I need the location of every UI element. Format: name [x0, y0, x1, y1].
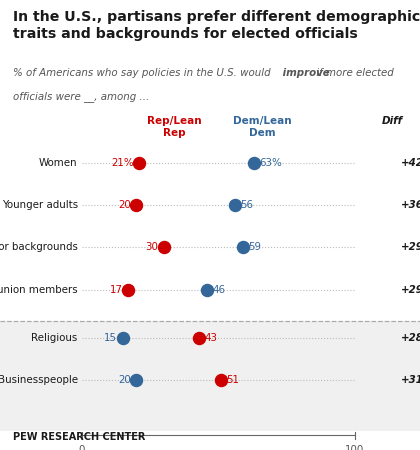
- Text: +29D: +29D: [401, 243, 420, 252]
- Text: 20: 20: [118, 200, 131, 210]
- Text: Businesspeople: Businesspeople: [0, 375, 78, 385]
- Text: officials were __, among ...: officials were __, among ...: [13, 91, 149, 102]
- Text: 17: 17: [110, 285, 123, 295]
- Text: 100: 100: [345, 445, 365, 450]
- Text: 15: 15: [105, 333, 117, 343]
- Point: [133, 377, 140, 384]
- Text: 0: 0: [79, 445, 85, 450]
- Text: 43: 43: [205, 333, 218, 343]
- Text: 21%: 21%: [111, 158, 134, 168]
- Text: In the U.S., partisans prefer different demographic
traits and backgrounds for e: In the U.S., partisans prefer different …: [13, 10, 420, 40]
- Point: [196, 334, 203, 342]
- Point: [136, 159, 143, 166]
- Text: 30: 30: [145, 243, 158, 252]
- Point: [120, 334, 126, 342]
- Text: Rep/Lean
Rep: Rep/Lean Rep: [147, 116, 202, 138]
- Text: 56: 56: [240, 200, 253, 210]
- Text: +36D: +36D: [401, 200, 420, 210]
- Point: [160, 244, 167, 251]
- Point: [204, 286, 211, 293]
- Text: Labor union members: Labor union members: [0, 285, 78, 295]
- Point: [218, 377, 225, 384]
- Point: [239, 244, 246, 251]
- Text: +42D: +42D: [401, 158, 420, 168]
- Text: +29D: +29D: [401, 285, 420, 295]
- Text: improve: improve: [279, 68, 330, 78]
- Text: +28R: +28R: [401, 333, 420, 343]
- Text: Dem/Lean
Dem: Dem/Lean Dem: [233, 116, 292, 138]
- Text: Diff: Diff: [382, 116, 403, 126]
- Text: From poor backgrounds: From poor backgrounds: [0, 243, 78, 252]
- Point: [250, 159, 257, 166]
- Point: [125, 286, 132, 293]
- Text: 59: 59: [249, 243, 261, 252]
- Text: 63%: 63%: [259, 158, 282, 168]
- Point: [133, 202, 140, 209]
- Text: 51: 51: [227, 375, 239, 385]
- Text: PEW RESEARCH CENTER: PEW RESEARCH CENTER: [13, 432, 145, 442]
- Text: +31R: +31R: [401, 375, 420, 385]
- Text: Younger adults: Younger adults: [2, 200, 78, 210]
- FancyBboxPatch shape: [0, 321, 420, 431]
- Point: [231, 202, 238, 209]
- Text: 20: 20: [118, 375, 131, 385]
- Text: Women: Women: [39, 158, 78, 168]
- Text: % of Americans who say policies in the U.S. would: % of Americans who say policies in the U…: [13, 68, 270, 78]
- Text: Religious: Religious: [32, 333, 78, 343]
- Text: 46: 46: [213, 285, 226, 295]
- Text: if more elected: if more elected: [313, 68, 394, 78]
